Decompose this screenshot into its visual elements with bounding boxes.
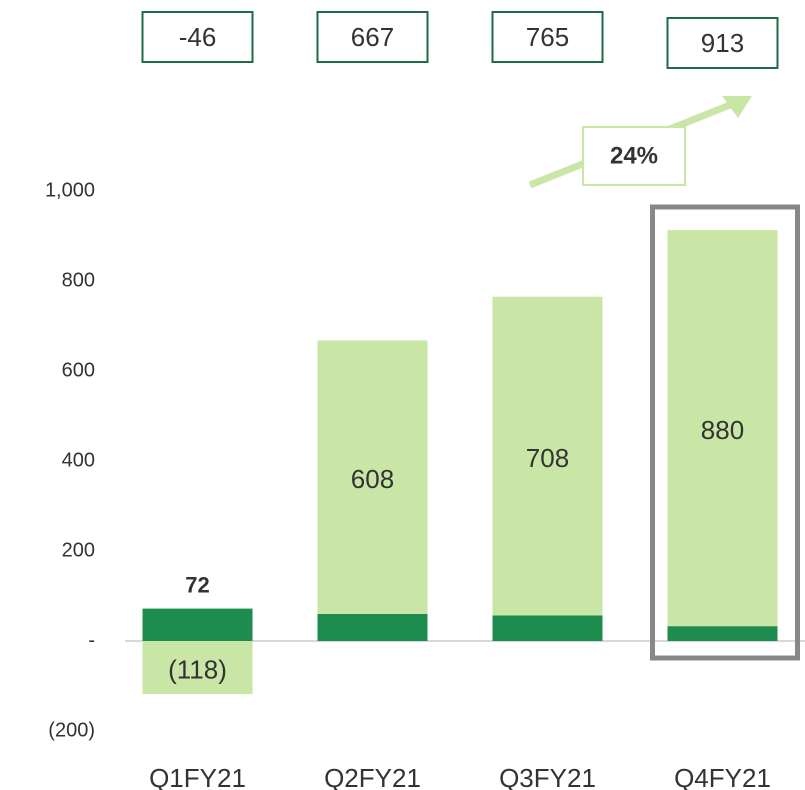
growth-label: 24% [610, 142, 658, 169]
bar-segment [317, 340, 428, 614]
y-tick-label: 1,000 [45, 179, 95, 201]
y-tick-label: 400 [62, 449, 95, 471]
bar-segment [492, 296, 603, 616]
bar-segment [317, 614, 428, 641]
bar-segment [667, 230, 778, 627]
y-tick-label: 600 [62, 359, 95, 381]
bar-segment [492, 615, 603, 641]
growth-arrow-head [722, 96, 752, 118]
y-tick-label: (200) [48, 719, 95, 741]
y-tick-label: 200 [62, 539, 95, 561]
value-label: (118) [168, 654, 227, 684]
value-label: 608 [351, 464, 394, 494]
bar-segment [142, 608, 253, 641]
total-label: 765 [526, 22, 569, 52]
value-label: 880 [701, 415, 744, 445]
x-tick-label: Q2FY21 [324, 763, 421, 790]
highlight-box [650, 204, 800, 661]
growth-box [582, 126, 686, 186]
x-tick-label: Q4FY21 [674, 763, 771, 790]
total-box [316, 11, 429, 63]
total-label: 667 [351, 22, 394, 52]
total-box [491, 11, 604, 63]
total-box [141, 11, 254, 63]
value-label: 708 [526, 443, 569, 473]
bar-segment [667, 626, 778, 641]
x-tick-label: Q3FY21 [499, 763, 596, 790]
total-box [666, 17, 779, 69]
y-tick-label: - [88, 629, 95, 651]
total-label: -46 [179, 22, 217, 52]
x-tick-label: Q1FY21 [149, 763, 246, 790]
total-label: 913 [701, 28, 744, 58]
bar-segment [142, 641, 253, 695]
value-label: 72 [185, 572, 209, 597]
y-tick-label: 800 [62, 269, 95, 291]
